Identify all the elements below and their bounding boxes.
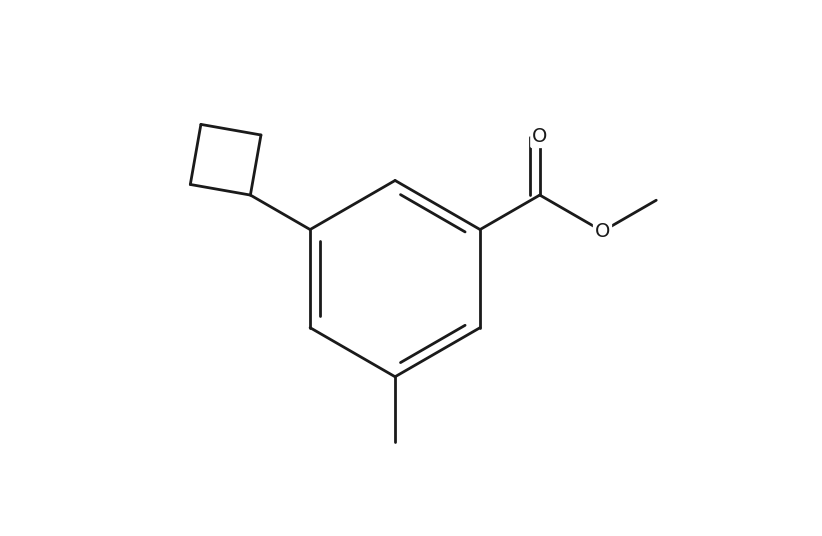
Text: O: O	[595, 222, 610, 241]
Text: O: O	[532, 127, 547, 146]
